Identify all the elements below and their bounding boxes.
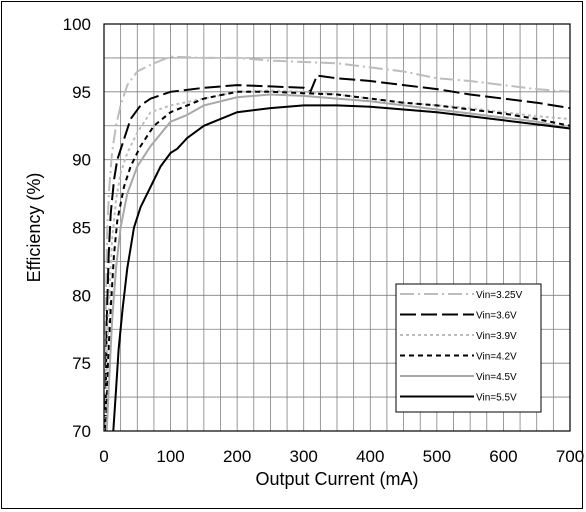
legend-label: Vin=5.5V [476,393,517,404]
y-tick-label: 95 [72,83,91,102]
x-tick-labels: 0 100 200 300 400 500 600 700 [99,447,584,466]
series-line [112,104,571,432]
x-tick-label: 600 [489,447,517,466]
x-tick-label: 100 [156,447,184,466]
y-axis-label: Efficiency (%) [24,173,44,283]
plot-border [103,23,571,432]
legend-label: Vin=3.6V [476,311,517,322]
x-tick-label: 300 [290,447,318,466]
x-tick-label: 400 [356,447,384,466]
y-tick-label: 75 [72,354,91,373]
x-tick-label: 0 [99,447,108,466]
legend-label: Vin=4.2V [476,352,517,363]
legend-label: Vin=4.5V [476,372,517,383]
x-tick-label: 700 [556,447,584,466]
series-layer [103,55,571,432]
y-tick-label: 100 [63,15,91,34]
legend: Vin=3.25V Vin=3.6V Vin=3.9V Vin=4.2V Vin=4.5… [395,283,542,413]
x-tick-label: 200 [223,447,251,466]
x-axis-label: Output Current (mA) [255,469,418,489]
legend-label: Vin=3.9V [476,331,517,342]
series-line [105,90,571,432]
series-line [104,74,571,432]
series-line [105,93,571,432]
x-tick-label: 500 [423,447,451,466]
y-tick-label: 90 [72,151,91,170]
y-tick-labels: 70 75 80 85 90 95 100 [63,15,91,441]
series-line [103,55,571,432]
legend-label: Vin=3.25V [476,290,523,301]
y-tick-label: 85 [72,219,91,238]
legend-box [395,283,542,413]
y-tick-label: 70 [72,422,91,441]
y-tick-label: 80 [72,286,91,305]
